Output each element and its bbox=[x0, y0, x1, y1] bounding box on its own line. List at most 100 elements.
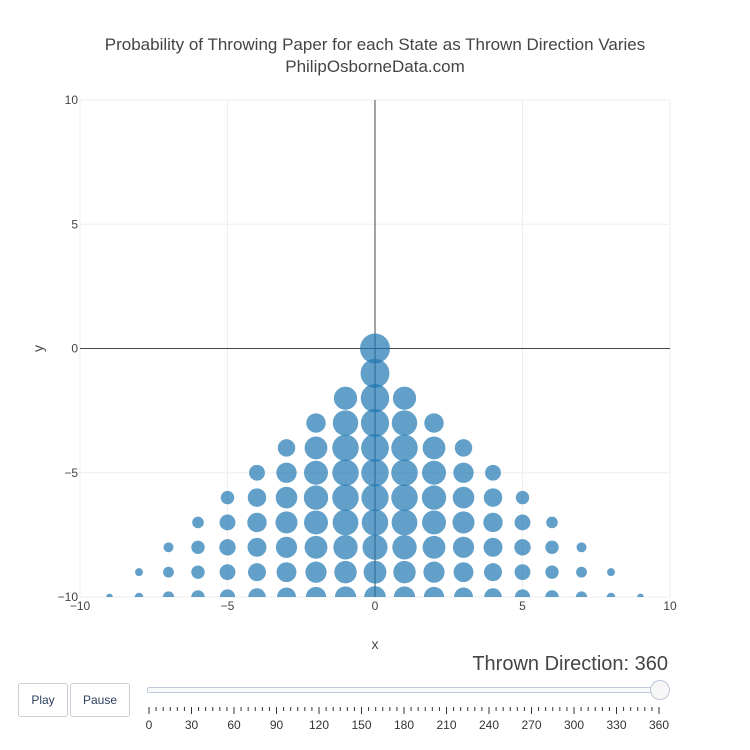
data-point bbox=[191, 565, 205, 579]
y-tick-label: 0 bbox=[71, 342, 78, 356]
data-point bbox=[362, 534, 388, 560]
data-point bbox=[332, 484, 359, 511]
slider-tick-label: 150 bbox=[351, 718, 371, 732]
data-point bbox=[303, 485, 329, 510]
slider-tick-label: 330 bbox=[606, 718, 626, 732]
slider-tick-label: 360 bbox=[649, 718, 669, 732]
y-tick-label: −10 bbox=[58, 590, 79, 604]
data-point bbox=[247, 488, 267, 507]
data-point bbox=[514, 514, 531, 531]
data-point bbox=[305, 586, 327, 597]
data-point bbox=[275, 511, 298, 534]
data-point bbox=[360, 333, 390, 364]
data-point bbox=[514, 539, 531, 556]
data-point bbox=[360, 358, 390, 388]
slider-tick-label: 90 bbox=[270, 718, 284, 732]
data-point bbox=[545, 540, 559, 555]
data-point bbox=[393, 560, 416, 584]
data-point bbox=[360, 383, 390, 413]
data-point bbox=[219, 589, 236, 597]
data-point bbox=[392, 535, 417, 560]
data-point bbox=[484, 563, 502, 582]
x-tick-label: 5 bbox=[519, 599, 526, 613]
data-point bbox=[575, 591, 588, 597]
data-point bbox=[360, 408, 390, 438]
chart-title: Probability of Throwing Paper for each S… bbox=[104, 35, 646, 54]
data-point bbox=[637, 593, 644, 597]
data-point bbox=[305, 561, 327, 583]
data-point bbox=[483, 512, 503, 533]
slider-tick-label: 240 bbox=[479, 718, 499, 732]
data-point bbox=[422, 510, 446, 535]
slider-rail[interactable] bbox=[147, 687, 665, 693]
data-point bbox=[422, 460, 446, 485]
data-point bbox=[422, 535, 446, 559]
data-point bbox=[452, 511, 475, 534]
data-point bbox=[192, 516, 204, 529]
data-point bbox=[304, 535, 328, 559]
play-button[interactable]: Play bbox=[18, 683, 68, 717]
data-point bbox=[393, 586, 416, 597]
data-point bbox=[276, 562, 297, 583]
data-point bbox=[364, 586, 386, 597]
data-point bbox=[334, 586, 357, 597]
data-point bbox=[191, 540, 205, 555]
data-point bbox=[452, 486, 475, 509]
data-point bbox=[304, 460, 328, 485]
data-point bbox=[220, 490, 235, 505]
data-point bbox=[247, 512, 267, 533]
y-axis-label: y bbox=[30, 345, 46, 352]
data-point bbox=[248, 588, 266, 597]
x-tick-label: −10 bbox=[70, 599, 91, 613]
data-point bbox=[248, 563, 266, 582]
data-point bbox=[514, 564, 531, 581]
data-point bbox=[219, 514, 236, 531]
data-point bbox=[454, 439, 473, 457]
data-point bbox=[546, 516, 558, 529]
data-point bbox=[106, 593, 113, 597]
slider-tick-label: 0 bbox=[146, 718, 153, 732]
data-point bbox=[422, 436, 446, 460]
data-point bbox=[361, 433, 389, 462]
data-point bbox=[361, 509, 389, 536]
data-point bbox=[454, 587, 473, 597]
data-point bbox=[162, 591, 175, 597]
data-point bbox=[332, 410, 359, 436]
data-point bbox=[334, 560, 357, 584]
data-point bbox=[361, 459, 389, 487]
pause-button[interactable]: Pause bbox=[70, 683, 130, 717]
data-point bbox=[453, 562, 474, 583]
data-point bbox=[249, 464, 265, 481]
slider-tick-label: 120 bbox=[309, 718, 329, 732]
data-point bbox=[421, 485, 447, 510]
data-point bbox=[483, 488, 503, 507]
data-point bbox=[391, 410, 418, 436]
data-point bbox=[424, 413, 444, 433]
x-axis-label: x bbox=[372, 636, 379, 652]
data-point bbox=[576, 542, 587, 553]
data-point bbox=[391, 484, 418, 511]
data-point bbox=[361, 484, 389, 512]
data-point bbox=[304, 510, 328, 535]
data-point bbox=[606, 592, 616, 597]
data-point bbox=[545, 590, 559, 597]
slider-handle[interactable] bbox=[650, 680, 670, 700]
data-point bbox=[306, 413, 326, 433]
data-point bbox=[277, 587, 296, 597]
points-layer bbox=[106, 333, 644, 597]
data-point bbox=[333, 535, 358, 560]
data-point bbox=[219, 539, 236, 556]
slider-tick-label: 210 bbox=[436, 718, 456, 732]
data-point bbox=[392, 386, 417, 410]
slider-tick-label: 60 bbox=[227, 718, 241, 732]
data-point bbox=[391, 459, 418, 486]
data-point bbox=[275, 536, 298, 558]
data-point bbox=[485, 464, 501, 481]
data-point bbox=[276, 462, 297, 483]
data-point bbox=[163, 566, 174, 578]
data-point bbox=[484, 588, 502, 597]
data-point bbox=[453, 462, 474, 483]
x-tick-label: −5 bbox=[221, 599, 235, 613]
data-point bbox=[391, 434, 418, 462]
data-point bbox=[134, 592, 144, 597]
